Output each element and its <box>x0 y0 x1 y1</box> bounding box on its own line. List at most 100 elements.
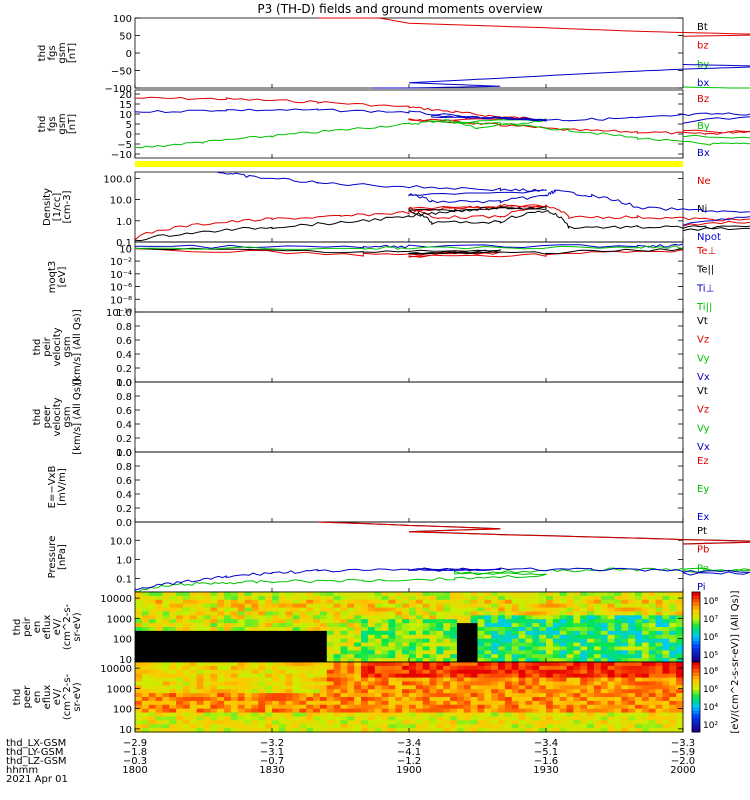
series-line <box>134 567 750 593</box>
spectrogram-cell <box>374 716 383 721</box>
spectrogram-cell <box>621 611 629 616</box>
spectrogram-cell <box>148 693 157 698</box>
spectrogram-cell <box>333 720 342 725</box>
spectrogram-cell <box>552 693 561 698</box>
spectrogram-cell <box>361 607 369 613</box>
spectrogram-cell <box>422 728 431 733</box>
spectrogram-cell <box>326 646 335 651</box>
colorbar-tick-label: 10⁸ <box>703 597 718 607</box>
spectrogram-cell <box>340 630 348 636</box>
spectrogram-cell <box>409 662 417 667</box>
spectrogram-cell <box>313 642 321 648</box>
spectrogram-cell <box>230 646 239 651</box>
spectrogram-cell <box>635 708 643 714</box>
spectrogram-cell <box>141 693 150 698</box>
spectrogram-cell <box>477 630 485 636</box>
spectrogram-cell <box>319 669 328 675</box>
spectrogram-cell <box>354 697 362 702</box>
spectrogram-cell <box>546 595 554 601</box>
spectrogram-cell <box>409 646 417 651</box>
spectrogram-cell <box>237 646 246 651</box>
x-row-value: −4.1 <box>397 747 421 758</box>
spectrogram-cell <box>621 607 629 613</box>
spectrogram-cell <box>333 673 342 679</box>
spectrogram-cell <box>559 638 568 644</box>
spectrogram-cell <box>600 716 609 721</box>
spectrogram-cell <box>628 697 636 702</box>
spectrogram-cell <box>552 669 561 675</box>
spectrogram-cell <box>395 646 403 651</box>
spectrogram-cell <box>491 720 499 725</box>
spectrogram-cell <box>587 685 595 690</box>
spectrogram-cell <box>600 700 609 706</box>
spectrogram-cell <box>278 603 287 609</box>
spectrogram-cell <box>580 595 588 601</box>
spectrogram-cell <box>614 611 622 616</box>
spectrogram-cell <box>463 716 472 721</box>
spectrogram-cell <box>669 650 677 655</box>
spectrogram-cell <box>217 650 225 655</box>
spectrogram-cell <box>182 607 191 613</box>
spectrogram-cell <box>135 619 143 624</box>
spectrogram-cell <box>224 603 232 609</box>
spectrogram-cell <box>559 681 568 686</box>
spectrogram-cell <box>669 642 677 648</box>
spectrogram-cell <box>463 654 472 659</box>
spectrogram-cell <box>381 685 390 690</box>
spectrogram-cell <box>429 646 437 651</box>
spectrogram-cell <box>593 665 602 671</box>
spectrogram-cell <box>580 700 588 706</box>
spectrogram-cell <box>662 654 670 659</box>
colorbar-frame <box>691 661 701 733</box>
spectrogram-cell <box>614 623 622 628</box>
spectrogram-cell <box>388 716 396 721</box>
spectrogram-cell <box>580 599 588 605</box>
spectrogram-cell <box>182 693 191 698</box>
spectrogram-cell <box>224 728 232 733</box>
spectrogram-cell <box>388 603 396 609</box>
spectrogram-cell <box>525 712 533 718</box>
spectrogram-cell <box>641 592 650 597</box>
spectrogram-cell <box>230 619 239 624</box>
spectrogram-cell <box>450 728 458 733</box>
spectrogram-cell <box>477 677 485 683</box>
spectrogram-cell <box>573 623 581 628</box>
spectrogram-cell <box>532 654 540 659</box>
spectrogram-cell <box>566 654 574 659</box>
spectrogram-cell <box>292 611 300 616</box>
spectrogram-cell <box>278 669 287 675</box>
spectrogram-cell <box>354 716 362 721</box>
spectrogram-cell <box>162 697 170 702</box>
spectrogram-cell <box>450 630 458 636</box>
spectrogram-cell <box>272 634 280 640</box>
spectrogram-cell <box>374 603 383 609</box>
spectrogram-cell <box>593 662 602 667</box>
spectrogram-cell <box>141 716 150 721</box>
spectrogram-cell <box>621 627 629 632</box>
spectrogram-cell <box>367 712 376 718</box>
spectrogram-cell <box>436 681 444 686</box>
spectrogram-cell <box>552 712 561 718</box>
spectrogram-cell <box>587 700 595 706</box>
spectrogram-cell <box>470 623 479 628</box>
spectrogram-cell <box>456 700 465 706</box>
spectrogram-cell <box>374 673 383 679</box>
y-tick-label: 0.0 <box>116 448 132 459</box>
spectrogram-cell <box>580 681 588 686</box>
spectrogram-cell <box>498 708 506 714</box>
spectrogram-cell <box>539 716 547 721</box>
spectrogram-cell <box>244 650 253 655</box>
panel-frame <box>134 521 684 593</box>
spectrogram-cell <box>306 728 314 733</box>
spectrogram-cell <box>409 623 417 628</box>
spectrogram-cell <box>395 697 403 702</box>
spectrogram-cell <box>272 685 280 690</box>
spectrogram-cell <box>176 677 184 683</box>
spectrogram-cell <box>374 599 383 605</box>
spectrogram-cell <box>402 716 410 721</box>
spectrogram-cell <box>361 603 369 609</box>
spectrogram-cell <box>593 599 602 605</box>
spectrogram-cell <box>189 611 198 616</box>
spectrogram-cell <box>415 599 424 605</box>
legend-entry: Te⊥ <box>696 246 716 257</box>
